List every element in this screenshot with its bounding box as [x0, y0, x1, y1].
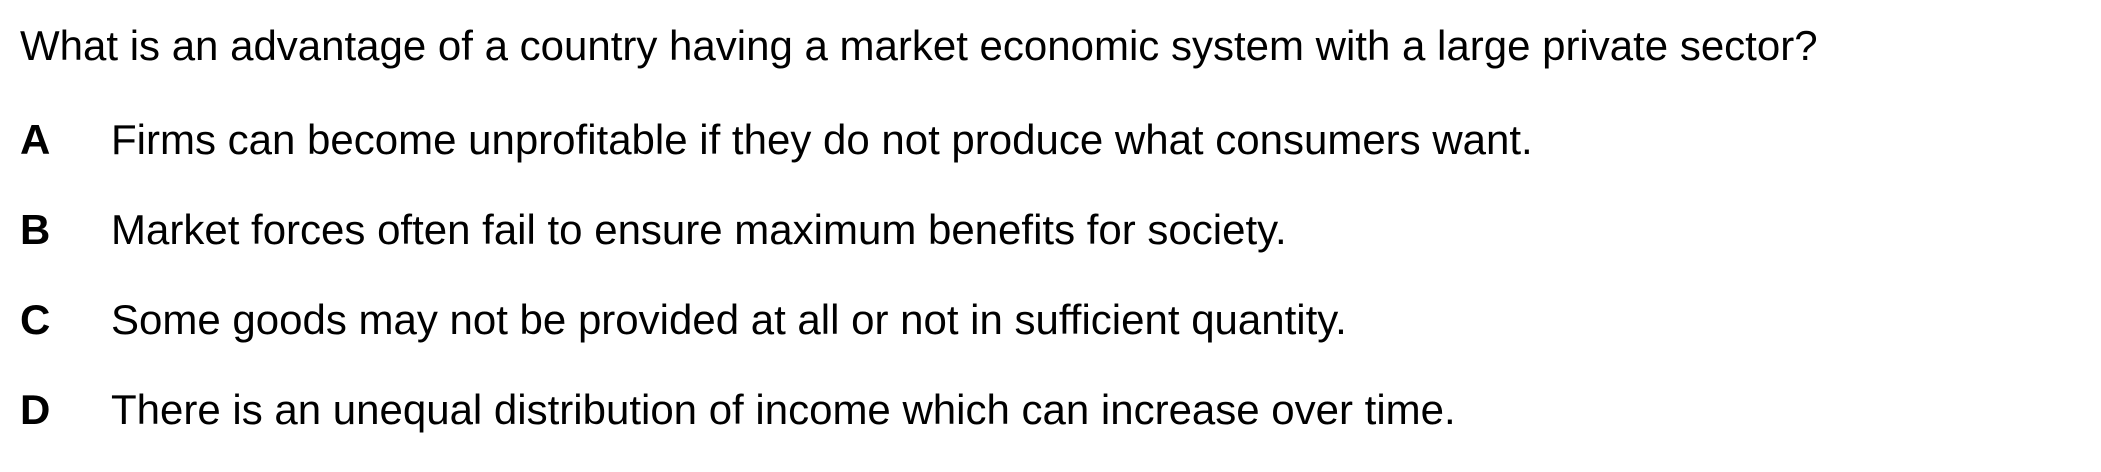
option-a: A Firms can become unprofitable if they … [20, 112, 1533, 168]
option-text-c: Some goods may not be provided at all or… [111, 296, 1347, 343]
option-d: D There is an unequal distribution of in… [20, 382, 1533, 438]
answer-options: A Firms can become unprofitable if they … [20, 112, 1533, 472]
option-c: C Some goods may not be provided at all … [20, 292, 1533, 348]
option-letter-c: C [20, 296, 51, 343]
option-letter-d: D [20, 386, 51, 433]
option-letter-b: B [20, 206, 51, 253]
option-text-a: Firms can become unprofitable if they do… [111, 116, 1533, 163]
question-text: What is an advantage of a country having… [20, 22, 1818, 69]
option-letter-a: A [20, 116, 51, 163]
option-text-b: Market forces often fail to ensure maxim… [111, 206, 1287, 253]
option-b: B Market forces often fail to ensure max… [20, 202, 1533, 258]
option-text-d: There is an unequal distribution of inco… [111, 386, 1456, 433]
